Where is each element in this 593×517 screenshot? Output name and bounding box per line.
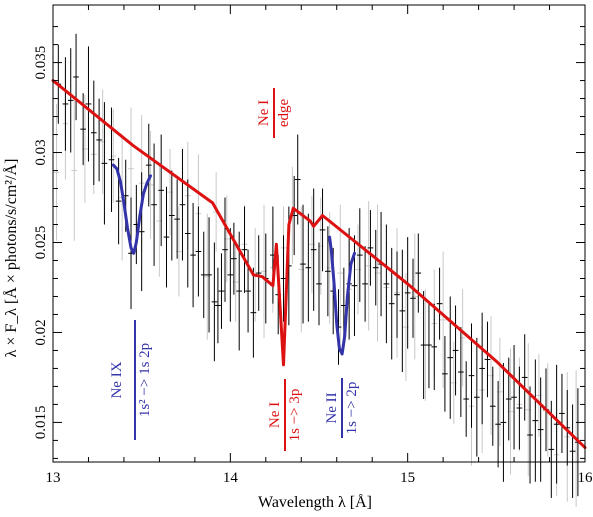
axis-ticks <box>52 5 586 462</box>
y-tick-label: 0.025 <box>33 226 49 260</box>
annotation-ne-i-edge-line2: edge <box>276 99 292 128</box>
series-line-ne-ix-line <box>111 163 152 255</box>
annotation-ne-i-edge: Ne I edge <box>256 88 292 138</box>
x-tick-label: 16 <box>578 470 593 486</box>
annotation-ne-ii-line1: Ne II <box>324 392 340 423</box>
y-tick-label: 0.015 <box>33 406 49 440</box>
annotation-ne-i-1s3p-line1: Ne I <box>267 402 283 428</box>
x-axis-label: Wavelength λ [Å] <box>258 493 372 511</box>
annotation-ne-ix-line1: Ne IX <box>109 361 125 398</box>
y-tick-label: 0.02 <box>33 319 49 345</box>
y-axis-label: λ × F_λ [Å × photons/s/cm²/Å] <box>2 159 20 358</box>
axis-tick-labels: 13 14 15 16 0.015 0.02 0.025 0.03 0.035 <box>33 46 593 486</box>
x-tick-label: 13 <box>46 470 61 486</box>
model-lines <box>51 79 587 450</box>
series-line-ne-ii-line <box>328 235 356 356</box>
y-tick-label: 0.035 <box>33 46 49 80</box>
annotation-ne-i-1s3p-line2: 1s −> 3p <box>287 389 303 442</box>
x-tick-label: 14 <box>223 470 239 486</box>
x-tick-label: 15 <box>400 470 415 486</box>
annotation-ne-i-1s3p: Ne I 1s −> 3p <box>267 379 303 451</box>
series-line-model <box>51 79 587 450</box>
annotation-ne-ix: Ne IX 1s² −> 1s 2p <box>109 320 153 440</box>
y-tick-label: 0.03 <box>33 139 49 165</box>
annotation-ne-ii-line2: 1s −> 2p <box>344 382 360 435</box>
annotation-ne-ix-line2: 1s² −> 1s 2p <box>137 343 153 417</box>
annotation-ne-i-edge-line1: Ne I <box>256 100 272 126</box>
annotation-ne-ii: Ne II 1s −> 2p <box>324 378 360 438</box>
plot-frame <box>52 4 586 463</box>
